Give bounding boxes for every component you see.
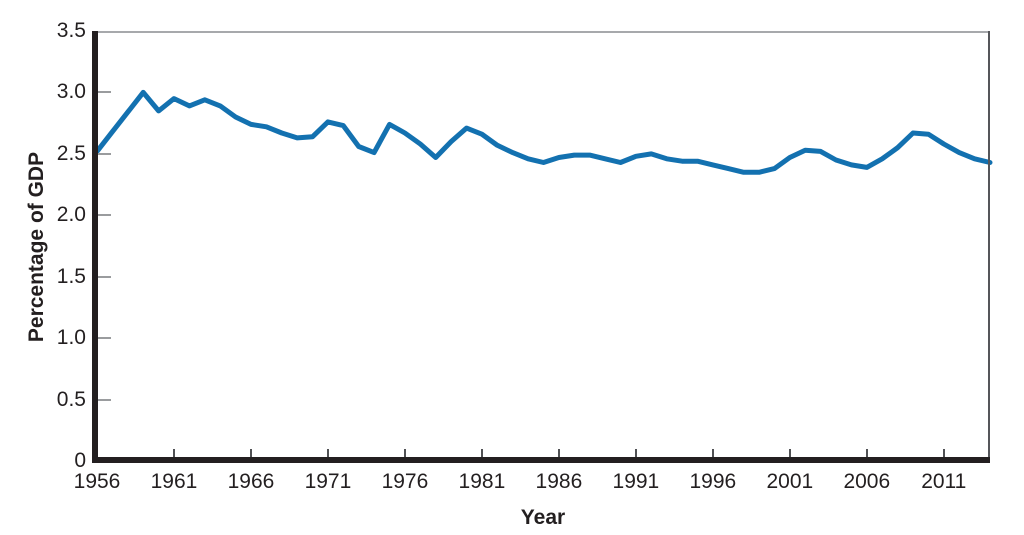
x-tick-label-1996: 1996 xyxy=(689,470,737,493)
y-tick-label-0.5: 0.5 xyxy=(56,387,86,411)
y-tick-mark-2.0 xyxy=(98,214,111,217)
y-tick-label-3.5: 3.5 xyxy=(56,19,86,42)
y-axis-line xyxy=(92,31,98,463)
y-tick-label-3.0: 3.0 xyxy=(56,80,86,104)
x-tick-label-2011: 2011 xyxy=(921,470,967,493)
x-tick-mark-1986 xyxy=(557,449,560,457)
x-tick-mark-1976 xyxy=(403,449,406,457)
x-tick-label-2006: 2006 xyxy=(843,470,891,493)
x-tick-mark-1961 xyxy=(172,449,175,457)
x-axis-title: Year xyxy=(520,506,566,529)
x-tick-label-1991: 1991 xyxy=(612,470,660,493)
x-tick-mark-2006 xyxy=(865,449,868,457)
plot-top-border xyxy=(98,31,990,33)
x-tick-label-1966: 1966 xyxy=(227,470,275,493)
x-tick-mark-1991 xyxy=(634,449,637,457)
percentage-of-gdp-series-line xyxy=(94,89,993,175)
x-tick-mark-1966 xyxy=(249,449,252,457)
y-tick-mark-2.5 xyxy=(98,152,111,155)
x-tick-mark-1996 xyxy=(711,449,714,457)
x-tick-mark-1981 xyxy=(480,449,483,457)
y-tick-label-1.0: 1.0 xyxy=(56,326,86,350)
plot-right-border xyxy=(988,31,990,459)
y-tick-label-1.5: 1.5 xyxy=(56,264,86,288)
x-tick-label-1981: 1981 xyxy=(458,470,506,493)
x-axis-line xyxy=(92,457,990,463)
x-tick-label-1971: 1971 xyxy=(304,470,352,493)
x-tick-mark-2001 xyxy=(788,449,791,457)
y-tick-mark-1.0 xyxy=(98,337,111,340)
y-tick-label-0: 0 xyxy=(74,449,86,472)
y-tick-label-2.0: 2.0 xyxy=(56,203,86,227)
x-tick-label-1956: 1956 xyxy=(73,470,121,493)
x-tick-label-1976: 1976 xyxy=(381,470,429,493)
y-tick-mark-1.5 xyxy=(98,275,111,278)
x-tick-label-1986: 1986 xyxy=(535,470,583,493)
x-tick-label-1961: 1961 xyxy=(150,470,198,493)
y-tick-mark-3.0 xyxy=(98,91,111,94)
x-tick-label-2001: 2001 xyxy=(766,470,814,493)
y-axis-title: Percentage of GDP xyxy=(25,151,48,343)
y-tick-mark-0.5 xyxy=(98,398,111,401)
x-tick-mark-2011 xyxy=(942,449,945,457)
y-tick-label-2.5: 2.5 xyxy=(56,141,86,165)
x-tick-mark-1971 xyxy=(326,449,329,457)
